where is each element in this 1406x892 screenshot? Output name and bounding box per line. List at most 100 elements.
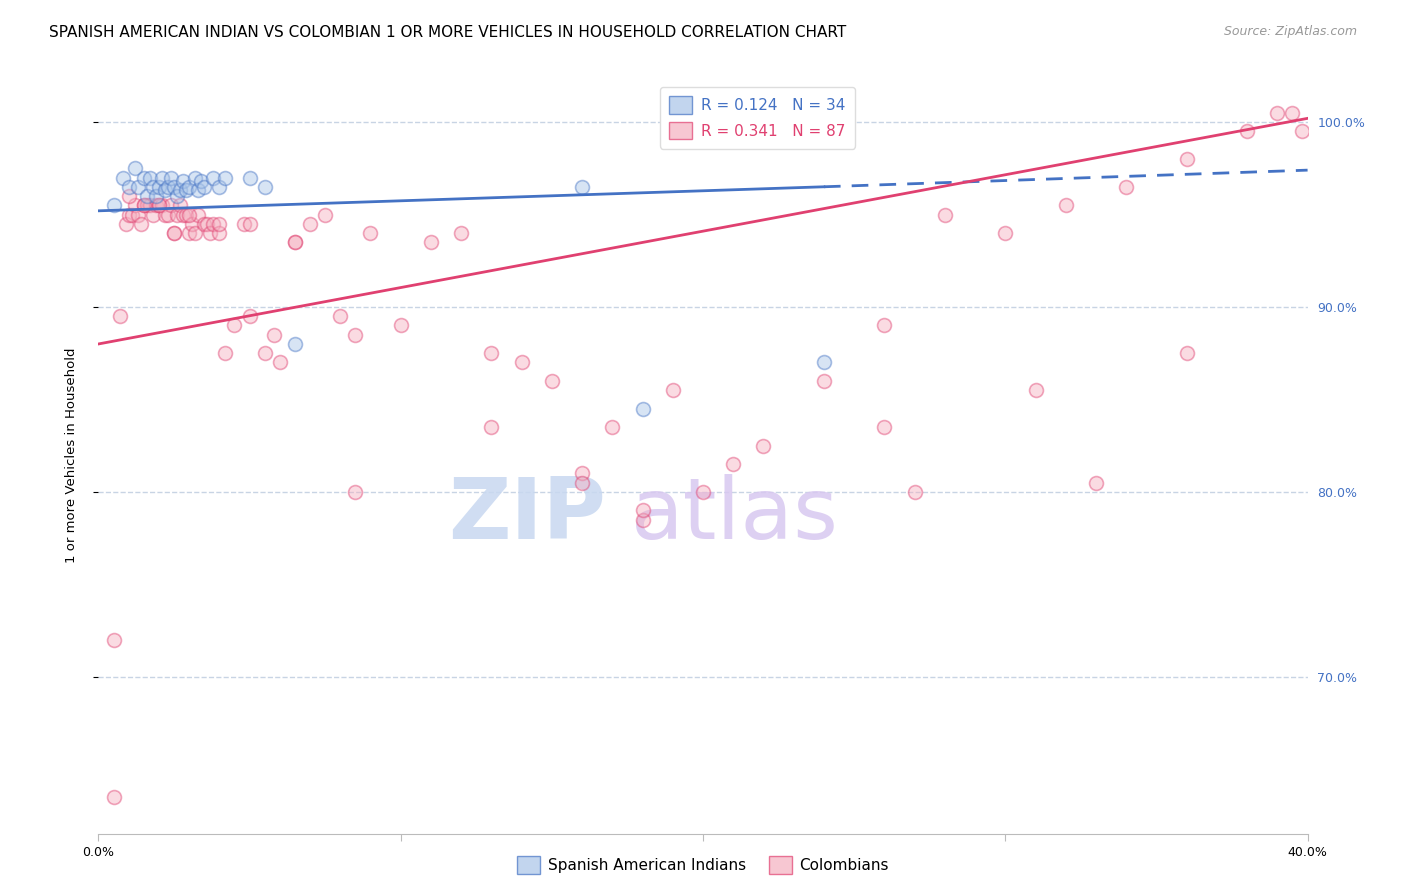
Point <box>172 174 194 188</box>
Text: atlas: atlas <box>630 474 838 558</box>
Point <box>135 198 157 212</box>
Point <box>163 226 186 240</box>
Point <box>148 179 170 194</box>
Text: Source: ZipAtlas.com: Source: ZipAtlas.com <box>1223 25 1357 38</box>
Point <box>132 198 155 212</box>
Point <box>150 198 173 212</box>
Point <box>124 161 146 176</box>
Point <box>450 226 472 240</box>
Point <box>103 632 125 647</box>
Point <box>873 318 896 333</box>
Point <box>118 189 141 203</box>
Point <box>179 207 201 221</box>
Point <box>174 184 197 198</box>
Point <box>752 439 775 453</box>
Point <box>284 235 307 250</box>
Point <box>1281 105 1303 120</box>
Point <box>145 198 167 212</box>
Point <box>163 179 186 194</box>
Point <box>284 337 307 351</box>
Point <box>148 198 170 212</box>
Point <box>239 310 262 324</box>
Point <box>214 346 236 360</box>
Point <box>187 184 209 198</box>
Point <box>142 207 165 221</box>
Point <box>179 226 201 240</box>
Point <box>224 318 246 333</box>
Legend: Spanish American Indians, Colombians: Spanish American Indians, Colombians <box>510 850 896 880</box>
Point <box>253 179 276 194</box>
Point <box>153 207 176 221</box>
Point <box>174 207 197 221</box>
Point <box>121 207 143 221</box>
Point <box>420 235 443 250</box>
Point <box>148 198 170 212</box>
Point <box>172 207 194 221</box>
Point <box>269 355 291 369</box>
Point <box>631 401 654 416</box>
Point <box>193 217 215 231</box>
Point <box>142 179 165 194</box>
Point <box>108 310 131 324</box>
Point <box>187 207 209 221</box>
Point <box>184 226 207 240</box>
Point <box>934 207 956 221</box>
Point <box>179 179 201 194</box>
Point <box>481 346 503 360</box>
Point <box>389 318 412 333</box>
Point <box>200 226 222 240</box>
Point <box>202 217 225 231</box>
Point <box>195 217 218 231</box>
Point <box>118 207 141 221</box>
Point <box>360 226 382 240</box>
Point <box>239 217 262 231</box>
Point <box>1115 179 1137 194</box>
Point <box>160 198 183 212</box>
Point <box>314 207 336 221</box>
Point <box>184 170 207 185</box>
Point <box>631 503 654 517</box>
Point <box>1236 124 1258 138</box>
Point <box>1024 383 1046 397</box>
Point <box>571 179 593 194</box>
Text: SPANISH AMERICAN INDIAN VS COLOMBIAN 1 OR MORE VEHICLES IN HOUSEHOLD CORRELATION: SPANISH AMERICAN INDIAN VS COLOMBIAN 1 O… <box>49 25 846 40</box>
Point <box>344 484 367 499</box>
Point <box>239 170 262 185</box>
Point <box>344 327 367 342</box>
Point <box>214 170 236 185</box>
Point <box>232 217 254 231</box>
Point <box>813 355 835 369</box>
Point <box>135 189 157 203</box>
Point <box>1085 475 1108 490</box>
Point <box>145 189 167 203</box>
Point <box>571 475 593 490</box>
Point <box>571 467 593 481</box>
Point <box>994 226 1017 240</box>
Legend: R = 0.124   N = 34, R = 0.341   N = 87: R = 0.124 N = 34, R = 0.341 N = 87 <box>659 87 855 148</box>
Point <box>166 207 188 221</box>
Point <box>139 170 162 185</box>
Point <box>150 170 173 185</box>
Point <box>156 207 179 221</box>
Point <box>1267 105 1289 120</box>
Point <box>208 217 231 231</box>
Point <box>156 179 179 194</box>
Point <box>253 346 276 360</box>
Point <box>166 189 188 203</box>
Point <box>132 198 155 212</box>
Point <box>1291 124 1313 138</box>
Point <box>1054 198 1077 212</box>
Point <box>103 198 125 212</box>
Point <box>284 235 307 250</box>
Point <box>160 170 183 185</box>
Point <box>208 226 231 240</box>
Point <box>692 484 714 499</box>
Point <box>1175 152 1198 166</box>
Point <box>139 198 162 212</box>
Point <box>153 184 176 198</box>
Point <box>510 355 533 369</box>
Point <box>813 374 835 388</box>
Point <box>602 420 624 434</box>
Point <box>193 179 215 194</box>
Point <box>263 327 285 342</box>
